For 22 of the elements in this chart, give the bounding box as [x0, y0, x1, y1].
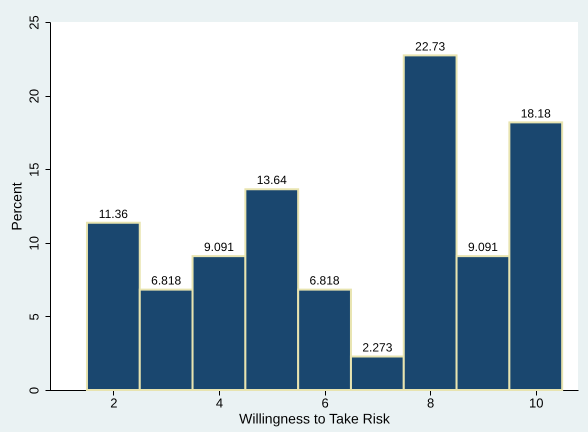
- y-tick-label: 25: [26, 15, 42, 30]
- data-label: 13.64: [256, 173, 288, 188]
- data-label: 2.273: [362, 340, 393, 355]
- y-tick-label: 20: [26, 88, 42, 104]
- data-label: 9.091: [204, 240, 234, 254]
- x-tick-label: 10: [529, 396, 544, 410]
- y-tick-label: 10: [26, 236, 42, 251]
- y-tick-label: 5: [26, 313, 42, 321]
- y-tick-label: 15: [26, 162, 42, 177]
- y-axis-title: Percent: [8, 182, 24, 231]
- x-tick-label: 8: [427, 396, 434, 410]
- data-label: 11.36: [98, 206, 128, 221]
- y-tick-label: 0: [26, 386, 42, 394]
- x-tick-label: 4: [216, 396, 224, 410]
- data-label: 9.091: [468, 240, 498, 254]
- x-tick-label: 2: [110, 396, 118, 410]
- x-axis-title: Willingness to Take Risk: [239, 410, 391, 426]
- data-label: 6.818: [151, 274, 182, 288]
- x-tick-label: 6: [321, 396, 329, 410]
- data-label: 6.818: [310, 274, 340, 288]
- data-label: 18.18: [520, 106, 552, 120]
- data-label: 22.73: [415, 39, 446, 54]
